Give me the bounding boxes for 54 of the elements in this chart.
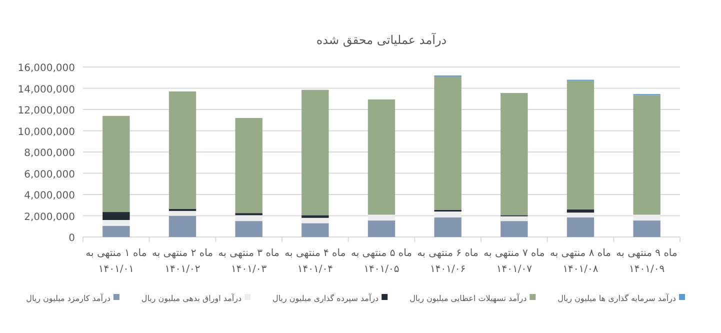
y-tick-label: 0 (68, 233, 75, 244)
bar (500, 221, 528, 237)
chart-title: درآمد عملیاتی محقق شده (316, 32, 447, 47)
y-tick-label: 8,000,000 (24, 148, 75, 159)
y-tick-label: 6,000,000 (24, 169, 75, 180)
bar (566, 209, 594, 213)
x-tick-label: ماه ۲ منتهی به ۱۴۰۱/۰۲ (152, 248, 214, 275)
bar (168, 210, 196, 216)
bar (302, 223, 329, 237)
bar (102, 226, 130, 237)
bar (566, 212, 594, 218)
bar (235, 215, 262, 222)
bar (633, 214, 660, 221)
x-tick-label: ماه ۶ منتهی به ۱۴۰۱/۰۶ (417, 248, 478, 275)
y-tick-label: 14,000,000 (18, 84, 75, 96)
bar (434, 212, 462, 218)
bar (102, 116, 130, 212)
bar (302, 215, 329, 218)
legend-label: درآمد سرمایه گذاری ها میلیون ریال (558, 293, 676, 303)
bar (168, 91, 196, 209)
bar (302, 90, 329, 216)
legend-label: درآمد اوراق بدهی میلیون ریال (141, 293, 242, 303)
y-tick-label: 2,000,000 (24, 212, 75, 223)
bar (235, 221, 262, 237)
y-tick-label: 4,000,000 (24, 190, 75, 202)
bar (633, 220, 660, 237)
bar (302, 218, 329, 224)
bar (368, 220, 396, 237)
legend-label: درآمد تسهیلات اعطایی میلیون ریال (410, 293, 528, 303)
bar (566, 80, 594, 210)
bar (500, 93, 528, 216)
x-tick-label: ماه ۷ منتهی به ۱۴۰۱/۰۷ (484, 248, 545, 275)
x-tick-label: ماه ۵ منتهی به ۱۴۰۱/۰۵ (350, 248, 412, 275)
legend-label: درآمد کارمزد میلیون ریال (26, 293, 111, 303)
x-tick-label: ماه ۳ منتهی به ۱۴۰۱/۰۳ (218, 248, 280, 275)
y-tick-label: 12,000,000 (18, 106, 75, 116)
bar (500, 216, 528, 222)
x-tick-label: ماه ۴ منتهی به ۱۴۰۱/۰۴ (284, 248, 346, 275)
x-tick-label: ماه ۱ منتهی به ۱۴۰۱/۰۱ (86, 248, 147, 275)
y-tick-label: 16,000,000 (18, 63, 75, 74)
bar (102, 212, 130, 220)
bar (368, 99, 396, 215)
bar (168, 216, 196, 237)
bar (434, 76, 462, 210)
bar (434, 217, 462, 237)
bar (633, 95, 660, 215)
legend-label: درآمد سپرده گذاری میلیون ریال (272, 293, 380, 303)
bar (368, 214, 396, 221)
bar (235, 118, 262, 214)
bar (102, 220, 130, 226)
y-tick-label: 10,000,000 (18, 126, 75, 138)
x-tick-label: ماه ۸ منتهی به ۱۴۰۱/۰۸ (550, 248, 612, 275)
x-tick-label: ماه ۹ منتهی به ۱۴۰۱/۰۹ (616, 248, 678, 275)
bar (566, 217, 594, 237)
